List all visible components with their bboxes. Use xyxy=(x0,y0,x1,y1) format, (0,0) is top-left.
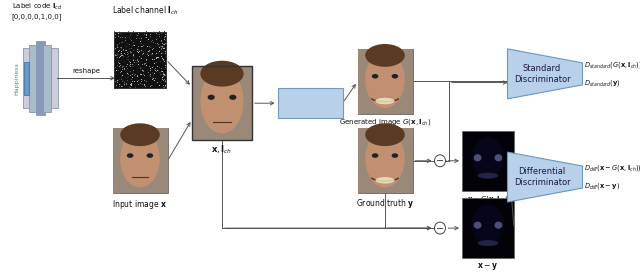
Bar xyxy=(192,66,252,140)
Text: $\mathbf{x}-\mathbf{y}$: $\mathbf{x}-\mathbf{y}$ xyxy=(477,261,499,272)
Text: $\mathbf{x}-G(\mathbf{x},\mathbf{l}_{ch})$: $\mathbf{x}-G(\mathbf{x},\mathbf{l}_{ch}… xyxy=(467,194,509,204)
Bar xyxy=(358,49,413,114)
Bar xyxy=(278,88,342,118)
Ellipse shape xyxy=(147,153,153,158)
Bar xyxy=(192,66,252,140)
Text: Label code $\mathbf{l}_{cd}$
[0,0,0,0,1,0,0]: Label code $\mathbf{l}_{cd}$ [0,0,0,0,1,… xyxy=(12,2,62,20)
Bar xyxy=(358,49,413,114)
Bar xyxy=(51,48,58,108)
Text: $D_{standard}(\mathbf{y})$: $D_{standard}(\mathbf{y})$ xyxy=(584,78,621,88)
Bar xyxy=(29,45,37,112)
Text: $D_{standard}(G(\mathbf{x},\mathbf{l}_{ch}))$: $D_{standard}(G(\mathbf{x},\mathbf{l}_{c… xyxy=(584,60,640,70)
Text: −: − xyxy=(436,156,444,166)
Text: $D_{diff}(\mathbf{x}-G(\mathbf{x},\mathbf{l}_{ch}))$: $D_{diff}(\mathbf{x}-G(\mathbf{x},\mathb… xyxy=(584,163,640,173)
Ellipse shape xyxy=(200,68,244,134)
Text: Input image $\mathbf{x}$: Input image $\mathbf{x}$ xyxy=(113,198,168,211)
Ellipse shape xyxy=(477,173,499,179)
Text: Standard
Discriminator: Standard Discriminator xyxy=(514,64,570,84)
Circle shape xyxy=(435,155,445,167)
Polygon shape xyxy=(508,49,582,99)
Ellipse shape xyxy=(372,153,378,158)
Ellipse shape xyxy=(472,137,504,179)
Ellipse shape xyxy=(477,240,499,246)
Bar xyxy=(114,32,166,88)
Polygon shape xyxy=(508,152,582,202)
Text: $D_{diff}(\mathbf{x}-\mathbf{y})$: $D_{diff}(\mathbf{x}-\mathbf{y})$ xyxy=(584,181,621,191)
Bar xyxy=(192,66,252,140)
Text: Happiness: Happiness xyxy=(15,62,19,94)
Ellipse shape xyxy=(474,222,481,229)
Ellipse shape xyxy=(127,153,133,158)
Text: −: − xyxy=(436,224,444,234)
Ellipse shape xyxy=(120,130,160,188)
Ellipse shape xyxy=(120,123,160,146)
Text: Ground truth $\mathbf{y}$: Ground truth $\mathbf{y}$ xyxy=(356,197,414,210)
Ellipse shape xyxy=(200,61,244,87)
Ellipse shape xyxy=(392,153,398,158)
Ellipse shape xyxy=(365,123,405,146)
Bar xyxy=(462,131,514,191)
Ellipse shape xyxy=(365,130,405,188)
Text: Label channel $\mathbf{l}_{ch}$: Label channel $\mathbf{l}_{ch}$ xyxy=(112,4,178,17)
Ellipse shape xyxy=(376,98,395,104)
Bar xyxy=(22,48,29,108)
Ellipse shape xyxy=(495,222,502,229)
Bar xyxy=(113,128,168,193)
Ellipse shape xyxy=(229,95,236,100)
Ellipse shape xyxy=(365,44,405,67)
Ellipse shape xyxy=(495,154,502,161)
Text: Generated image $G(\mathbf{x},\mathbf{l}_{ch})$: Generated image $G(\mathbf{x},\mathbf{l}… xyxy=(339,117,431,127)
Bar xyxy=(358,128,413,193)
Ellipse shape xyxy=(372,74,378,79)
Bar xyxy=(462,198,514,258)
Ellipse shape xyxy=(365,51,405,108)
Text: Differential
Discriminator: Differential Discriminator xyxy=(514,167,570,187)
Bar xyxy=(43,45,51,112)
Bar xyxy=(113,128,168,193)
Ellipse shape xyxy=(472,204,504,246)
Text: reshape: reshape xyxy=(72,68,100,74)
Circle shape xyxy=(435,222,445,234)
Ellipse shape xyxy=(376,177,395,184)
Text: $\mathbf{x},\mathbf{l}_{ch}$: $\mathbf{x},\mathbf{l}_{ch}$ xyxy=(211,143,232,156)
Bar xyxy=(35,41,45,115)
Ellipse shape xyxy=(392,74,398,79)
Ellipse shape xyxy=(207,95,215,100)
Text: Generator $G$: Generator $G$ xyxy=(282,98,339,109)
Ellipse shape xyxy=(474,154,481,161)
Bar xyxy=(114,32,166,88)
Bar xyxy=(358,128,413,193)
Bar xyxy=(24,62,29,94)
